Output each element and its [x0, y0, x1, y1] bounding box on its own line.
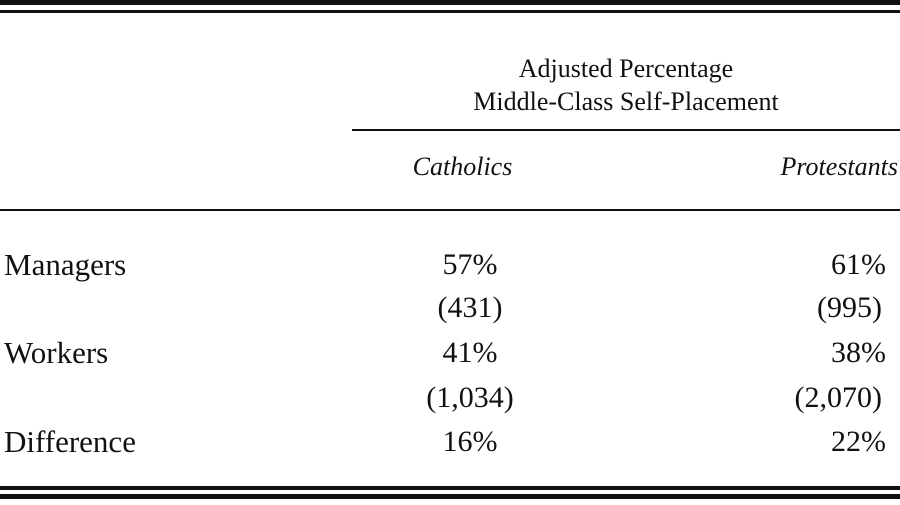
cell-difference-protestants: 22% [831, 425, 886, 458]
header-bottom-rule [0, 209, 900, 211]
row-label-difference: Difference [4, 424, 136, 459]
top-rule-inner [0, 10, 900, 13]
row-label-managers: Managers [4, 247, 127, 282]
cell-workers-catholics: 41% [442, 336, 498, 369]
column-header-catholics: Catholics [412, 152, 513, 181]
cell-workers-catholics-n: (1,034) [426, 381, 514, 414]
spanner-rule [352, 129, 900, 131]
bottom-rule-inner [0, 486, 900, 490]
cell-managers-catholics: 57% [442, 248, 498, 281]
column-header-protestants: Protestants [780, 152, 898, 181]
column-spanner-heading: Adjusted Percentage Middle-Class Self-Pl… [352, 52, 900, 118]
spanner-line-2: Middle-Class Self-Placement [473, 87, 779, 116]
cell-managers-protestants-n: (995) [817, 291, 882, 324]
bottom-rule-outer [0, 494, 900, 499]
top-rule-outer [0, 0, 900, 5]
cell-workers-protestants-n: (2,070) [794, 381, 882, 414]
cell-difference-catholics: 16% [442, 425, 498, 458]
cell-workers-protestants: 38% [831, 336, 886, 369]
cell-managers-catholics-n: (431) [437, 291, 503, 324]
spanner-line-1: Adjusted Percentage [518, 54, 734, 83]
row-label-workers: Workers [4, 335, 109, 370]
cell-managers-protestants: 61% [831, 248, 886, 281]
